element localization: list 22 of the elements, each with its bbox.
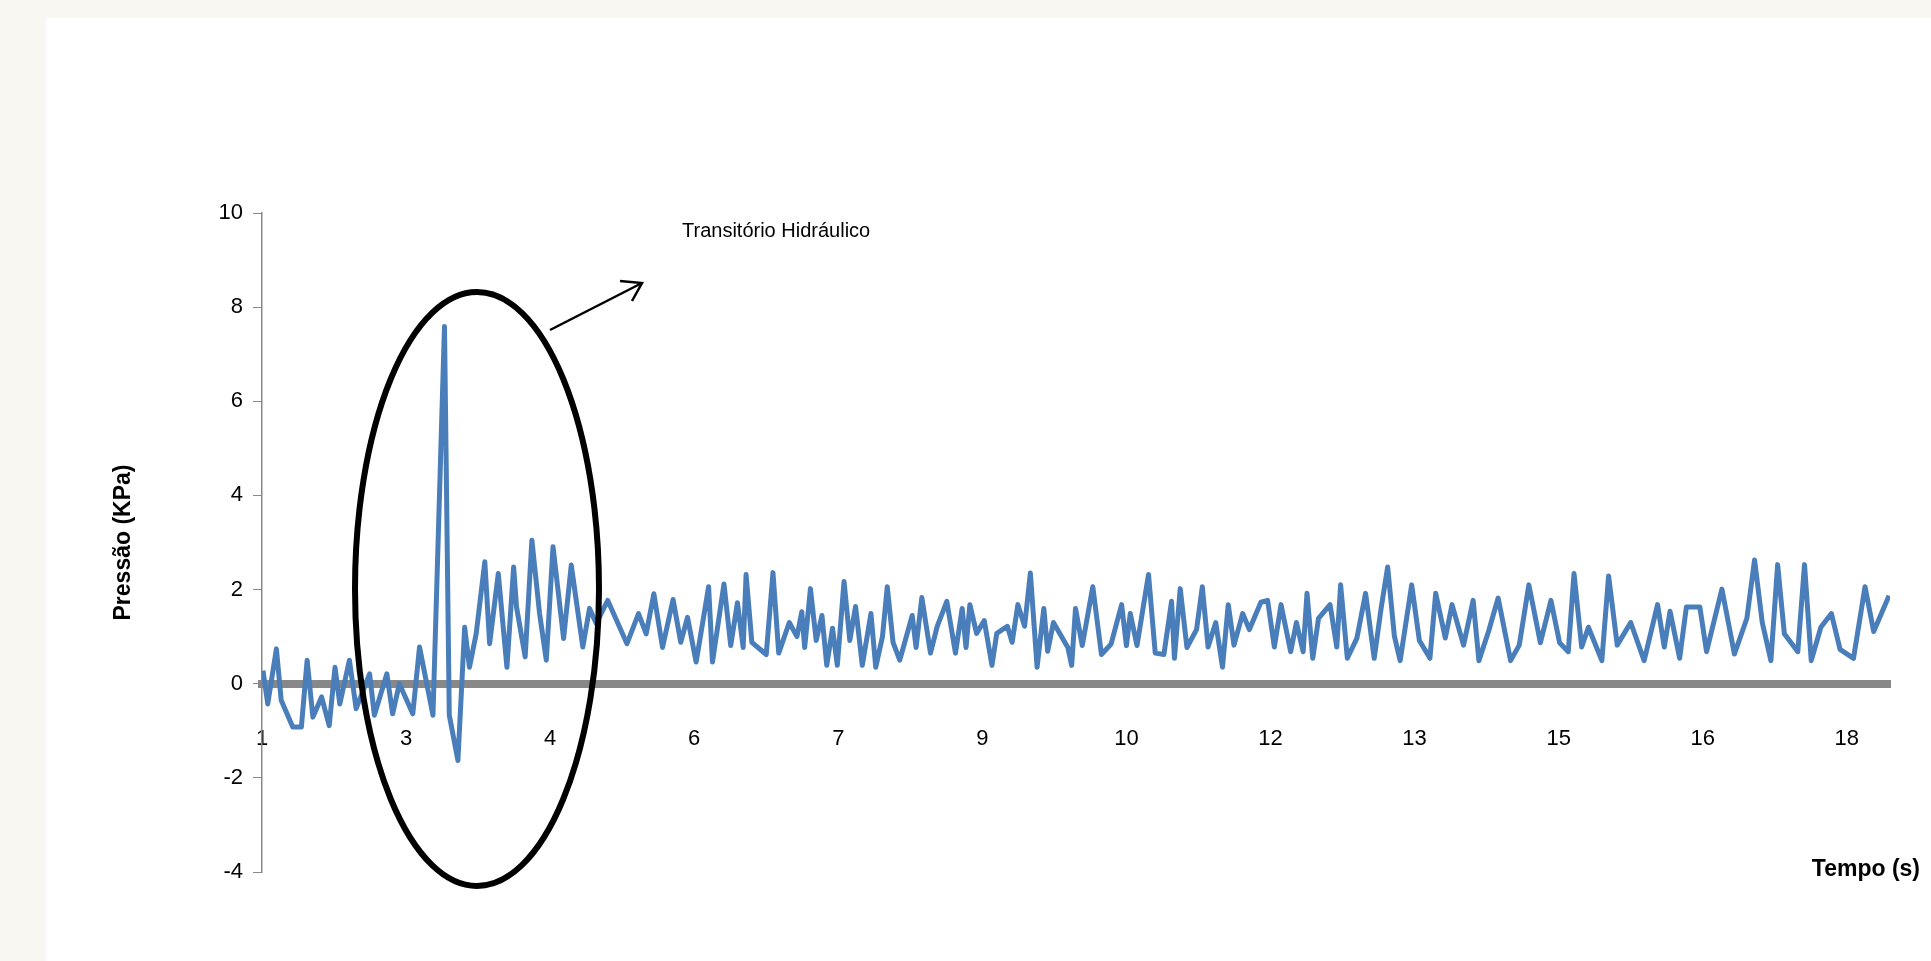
y-tick-label: 2 [230,575,243,601]
x-tick-label: 10 [1114,724,1139,750]
y-tick-label: 8 [230,293,243,319]
y-tick-label: 6 [230,387,243,413]
y-tick-label: 4 [230,481,243,507]
x-tick-label: 4 [544,724,557,750]
x-tick-label: 3 [399,724,413,750]
y-tick-label: -4 [223,858,243,884]
y-tick-label: 0 [230,669,243,695]
y-tick-label: -2 [223,763,243,789]
x-tick-label: 15 [1546,724,1571,750]
y-axis-title: Pressão (KPa) [109,464,136,621]
annotation: Transitório Hidráulico [682,218,871,241]
x-tick-label: 13 [1402,724,1427,750]
x-tick-label: 7 [832,724,845,750]
x-tick-label: 16 [1690,724,1715,750]
x-tick-label: 12 [1258,724,1283,750]
x-tick-label: 6 [688,724,701,750]
x-tick-label: 18 [1834,724,1860,750]
x-axis-title: Tempo (s) [1811,855,1920,882]
x-tick-label: 9 [976,724,989,750]
y-tick-label: 10 [218,199,243,225]
